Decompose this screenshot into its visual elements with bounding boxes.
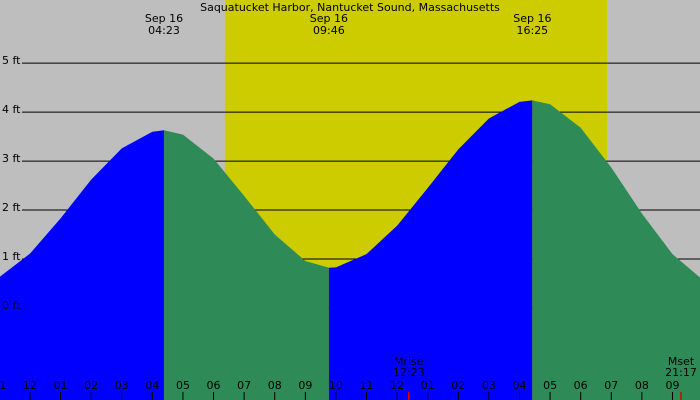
moon-time: 12:23 xyxy=(393,366,425,379)
x-tick-label: 08 xyxy=(635,379,649,392)
moon-event: Mrise xyxy=(394,355,424,368)
extreme-date: Sep 16 xyxy=(145,12,183,25)
x-tick-label: 03 xyxy=(482,379,496,392)
x-tick-label: 09 xyxy=(665,379,679,392)
x-tick-label: 06 xyxy=(207,379,221,392)
x-tick-label: 04 xyxy=(512,379,526,392)
y-tick-label: 2 ft xyxy=(2,201,21,214)
x-tick-label: 10 xyxy=(329,379,343,392)
x-tick-label: 11 xyxy=(360,379,374,392)
x-tick-label: 12 xyxy=(23,379,37,392)
y-tick-label: 4 ft xyxy=(2,103,21,116)
rising-tide xyxy=(328,100,533,400)
y-tick-label: 0 ft xyxy=(2,299,21,312)
extreme-date: Sep 16 xyxy=(513,12,551,25)
extreme-time: 16:25 xyxy=(516,24,548,37)
y-tick-label: 5 ft xyxy=(2,54,21,67)
x-tick-label: 06 xyxy=(574,379,588,392)
y-tick-label: 3 ft xyxy=(2,152,21,165)
extreme-time: 09:46 xyxy=(313,24,345,37)
x-tick-label: 08 xyxy=(268,379,282,392)
x-tick-label: 05 xyxy=(176,379,190,392)
x-tick-label: 01 xyxy=(421,379,435,392)
x-tick-label: 02 xyxy=(84,379,98,392)
extreme-date: Sep 16 xyxy=(310,12,348,25)
x-tick-label: 09 xyxy=(298,379,312,392)
x-tick-label: 07 xyxy=(604,379,618,392)
x-tick-label: 01 xyxy=(54,379,68,392)
x-tick-label: 11 xyxy=(0,379,6,392)
x-tick-label: 04 xyxy=(145,379,159,392)
chart-title: Saquatucket Harbor, Nantucket Sound, Mas… xyxy=(200,1,500,14)
x-tick-label: 03 xyxy=(115,379,129,392)
moon-event: Mset xyxy=(668,355,695,368)
extreme-time: 04:23 xyxy=(148,24,180,37)
x-tick-label: 07 xyxy=(237,379,251,392)
falling-tide xyxy=(532,100,700,400)
y-tick-label: 1 ft xyxy=(2,250,21,263)
x-tick-label: 05 xyxy=(543,379,557,392)
rising-tide xyxy=(0,130,164,400)
x-tick-label: 12 xyxy=(390,379,404,392)
x-tick-label: 02 xyxy=(451,379,465,392)
falling-tide xyxy=(163,130,329,400)
moon-time: 21:17 xyxy=(665,366,697,379)
